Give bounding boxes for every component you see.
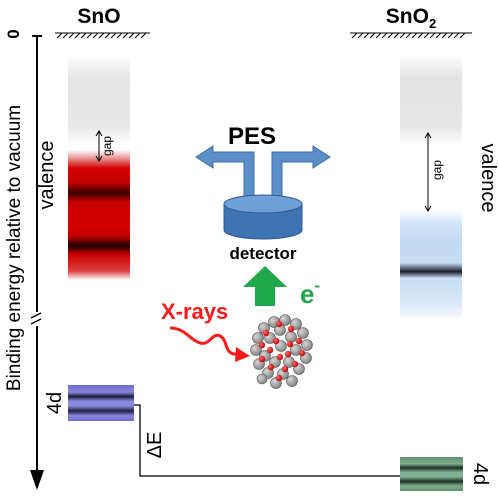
sno2-4d-level (400, 457, 463, 491)
axis-label: Binding energy relative to vacuum (4, 105, 25, 391)
valence-label-right: valence (477, 144, 499, 213)
pes-arrows (195, 145, 331, 197)
vacuum-surface-left (55, 32, 150, 39)
core-label-left: 4d (44, 392, 66, 414)
sno2-label: SnO2 (386, 5, 436, 31)
gap-label-left: gap (100, 136, 114, 156)
xrays-wave (169, 326, 243, 357)
detector-icon (223, 194, 303, 240)
pes-label: PES (228, 123, 276, 150)
sno-4d-level (68, 385, 134, 421)
energy-axis-arrowhead (30, 470, 44, 490)
gap-arrow-right (424, 132, 432, 212)
gap-label-right: gap (430, 160, 444, 180)
sno2-conduction-band (400, 55, 462, 145)
electron-label: e- (300, 276, 320, 309)
nanoparticle-cluster (250, 314, 313, 389)
zero-label: 0 (4, 29, 23, 38)
detector-label: detector (229, 244, 296, 263)
energy-axis (30, 35, 42, 474)
sno-label: SnO (77, 5, 120, 28)
delta-e-connector (134, 404, 400, 477)
vacuum-surface-right (350, 32, 472, 39)
xrays-arrowhead (235, 347, 250, 362)
core-label-right: 4d (469, 463, 491, 485)
valence-label-left: valence (36, 141, 58, 210)
xrays-label: X-rays (161, 299, 228, 324)
gap-arrow-left (95, 130, 103, 162)
sno-conduction-band (68, 55, 130, 145)
sno-valence-band (68, 150, 130, 280)
electron-arrow (243, 266, 287, 306)
sno2-valence-band (400, 210, 462, 320)
delta-e-label: ΔE (144, 432, 166, 459)
